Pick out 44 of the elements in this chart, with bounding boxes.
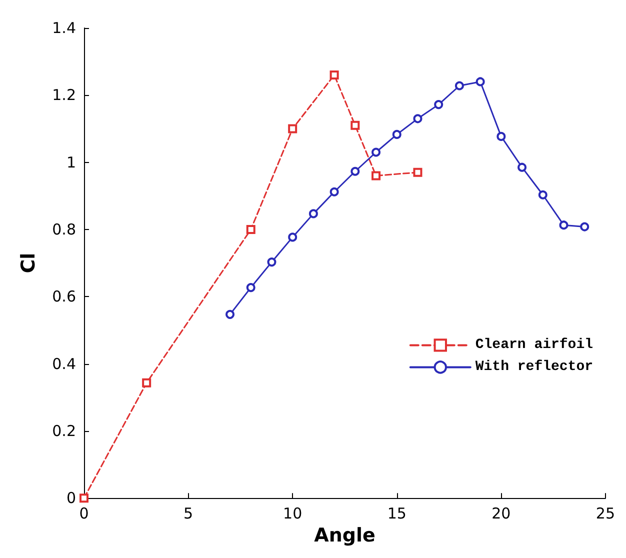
point bbox=[413, 168, 422, 177]
y-tick-label: 0.8 bbox=[52, 220, 76, 238]
y-tick-label: 0.6 bbox=[52, 288, 76, 306]
point bbox=[330, 70, 339, 80]
legend-label: Clearn airfoil bbox=[475, 337, 594, 354]
legend-label: With reflector bbox=[475, 359, 594, 376]
point bbox=[434, 100, 444, 110]
point bbox=[330, 187, 339, 196]
x-tick-label: 15 bbox=[387, 504, 406, 523]
y-tick-label: 0 bbox=[66, 489, 76, 508]
point bbox=[267, 258, 276, 267]
point bbox=[580, 222, 590, 232]
point bbox=[350, 120, 360, 130]
point bbox=[288, 232, 298, 242]
point bbox=[538, 190, 548, 200]
y-tick-label: 0.2 bbox=[52, 422, 76, 440]
y-tick-label: 1.4 bbox=[52, 19, 76, 37]
point bbox=[413, 114, 422, 124]
point bbox=[308, 209, 318, 218]
point bbox=[372, 148, 381, 157]
y-tick-label: 0.4 bbox=[52, 354, 76, 373]
x-tick-label: 20 bbox=[492, 504, 511, 523]
point bbox=[288, 124, 298, 134]
point bbox=[226, 310, 235, 319]
x-tick-label: 0 bbox=[79, 504, 89, 523]
point bbox=[246, 224, 256, 234]
point bbox=[350, 166, 360, 176]
point bbox=[80, 494, 88, 503]
y-tick-label: 1.2 bbox=[52, 86, 76, 104]
x-tick-label: 10 bbox=[283, 504, 302, 523]
point bbox=[454, 81, 464, 90]
x-tick-label: 25 bbox=[596, 504, 616, 523]
point bbox=[246, 283, 256, 292]
x-tick-label: 5 bbox=[184, 504, 194, 523]
point bbox=[142, 378, 152, 388]
point bbox=[392, 130, 402, 139]
point bbox=[518, 162, 527, 172]
point bbox=[476, 77, 485, 86]
x-axis-title: Angle bbox=[314, 524, 376, 546]
y-tick-label: 1 bbox=[66, 153, 76, 172]
point bbox=[559, 220, 568, 230]
point bbox=[372, 171, 381, 180]
point bbox=[496, 132, 506, 141]
y-axis-title: Cl bbox=[18, 252, 40, 274]
